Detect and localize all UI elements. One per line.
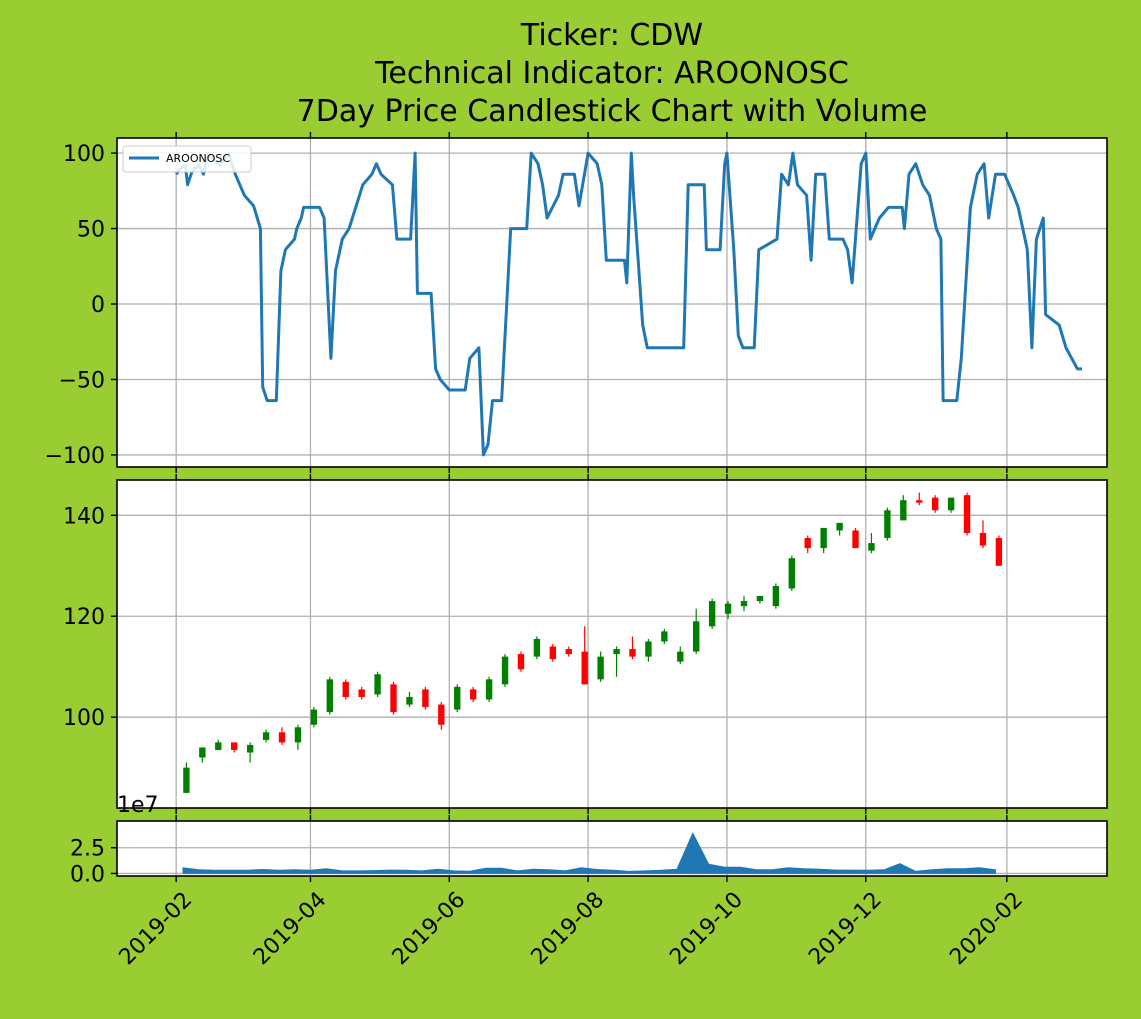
- candle-body-36: [756, 596, 764, 602]
- candle-body-17: [454, 686, 461, 710]
- candle-body-38: [788, 558, 795, 589]
- candle-body-13: [390, 684, 397, 713]
- legend: AROONOSC: [122, 145, 252, 173]
- candle-body-0: [183, 767, 190, 793]
- price-plot-area: [117, 480, 1107, 808]
- aroon-ytick-label-0: −100: [45, 444, 105, 469]
- price-y-ticks: 100 120 140: [63, 504, 117, 731]
- volume-plot-area: [117, 821, 1107, 876]
- candle-body-9: [326, 679, 333, 713]
- aroon-ytick-label-2: 0: [91, 293, 105, 318]
- volume-ytick-label-0: 0.0: [70, 862, 105, 887]
- candle-body-34: [724, 603, 732, 614]
- aroon-plot-area: [117, 138, 1107, 467]
- aroon-panel: −100 −50 0 50 100 AROONOSC: [45, 132, 1108, 473]
- volume-area: [182, 832, 996, 874]
- title-line-3: 7Day Price Candlestick Chart with Volume: [297, 94, 928, 129]
- candle-body-12: [374, 674, 381, 695]
- candle-body-10: [342, 681, 349, 697]
- candle-body-33: [708, 601, 716, 627]
- price-ytick-label-1: 120: [63, 605, 105, 630]
- candle-body-4: [246, 744, 254, 753]
- candle-body-43: [868, 543, 875, 551]
- candle-body-15: [422, 689, 429, 708]
- candle-body-41: [836, 522, 843, 531]
- candle-body-50: [979, 532, 987, 546]
- candle-body-51: [995, 538, 1003, 566]
- price-panel: 100 120 140: [63, 474, 1108, 814]
- aroon-frame: [116, 137, 1108, 468]
- candle-body-18: [469, 689, 477, 700]
- candle-body-40: [820, 527, 827, 549]
- candle-body-30: [661, 631, 668, 642]
- title-line-1: Ticker: CDW: [520, 18, 703, 53]
- candle-body-32: [693, 621, 700, 652]
- candle-body-26: [597, 656, 604, 680]
- volume-series: [182, 832, 996, 874]
- volume-y-ticks: 0.02.5: [70, 837, 117, 887]
- aroonosc-line: [174, 151, 1082, 457]
- aroon-ytick-label-1: −50: [59, 368, 105, 393]
- price-grid: [117, 480, 1107, 808]
- candle-body-21: [517, 654, 525, 670]
- price-frame: [116, 479, 1108, 809]
- candle-body-28: [629, 649, 636, 657]
- candle-body-27: [613, 649, 620, 655]
- price-candles: [183, 492, 1003, 793]
- candle-body-11: [358, 689, 365, 697]
- candle-body-3: [231, 742, 238, 750]
- title-line-2: Technical Indicator: AROONOSC: [374, 56, 849, 91]
- aroon-ytick-label-4: 100: [63, 142, 105, 167]
- candle-body-5: [262, 732, 270, 740]
- candle-body-48: [947, 497, 955, 511]
- candle-body-25: [581, 651, 588, 685]
- legend-entry-aroonosc: AROONOSC: [166, 152, 230, 165]
- price-ytick-label-0: 100: [63, 706, 105, 731]
- candle-body-19: [485, 679, 493, 700]
- candle-body-31: [677, 651, 684, 662]
- candle-body-23: [549, 646, 557, 660]
- candle-body-37: [772, 585, 780, 607]
- candle-body-49: [963, 495, 971, 533]
- candle-body-6: [278, 732, 286, 743]
- candle-body-7: [294, 727, 302, 743]
- candle-body-20: [501, 656, 509, 685]
- candle-body-29: [645, 641, 652, 657]
- volume-frame: [116, 820, 1108, 877]
- candle-body-39: [804, 538, 811, 549]
- aroon-series: [174, 151, 1082, 457]
- candle-body-2: [215, 742, 222, 750]
- volume-ytick-label-1: 2.5: [70, 837, 105, 862]
- price-ytick-label-2: 140: [63, 504, 105, 529]
- candle-body-16: [438, 704, 445, 725]
- candle-body-46: [916, 500, 923, 503]
- candle-body-14: [406, 696, 413, 705]
- aroon-ytick-label-3: 50: [77, 218, 105, 243]
- aroon-x-ticks: [175, 132, 1008, 473]
- volume-scale-label: 1e7: [117, 793, 159, 818]
- aroon-y-ticks: −100 −50 0 50 100: [45, 142, 117, 469]
- candle-body-44: [884, 510, 891, 539]
- candle-body-42: [852, 530, 859, 549]
- candle-body-24: [565, 649, 572, 655]
- candle-body-1: [199, 747, 206, 758]
- candle-body-35: [740, 601, 748, 607]
- candle-body-45: [900, 500, 907, 521]
- candle-body-22: [533, 638, 541, 657]
- price-x-ticks: [175, 474, 1008, 814]
- candle-body-47: [931, 497, 939, 511]
- legend-box: [122, 145, 252, 173]
- candle-body-8: [310, 709, 318, 725]
